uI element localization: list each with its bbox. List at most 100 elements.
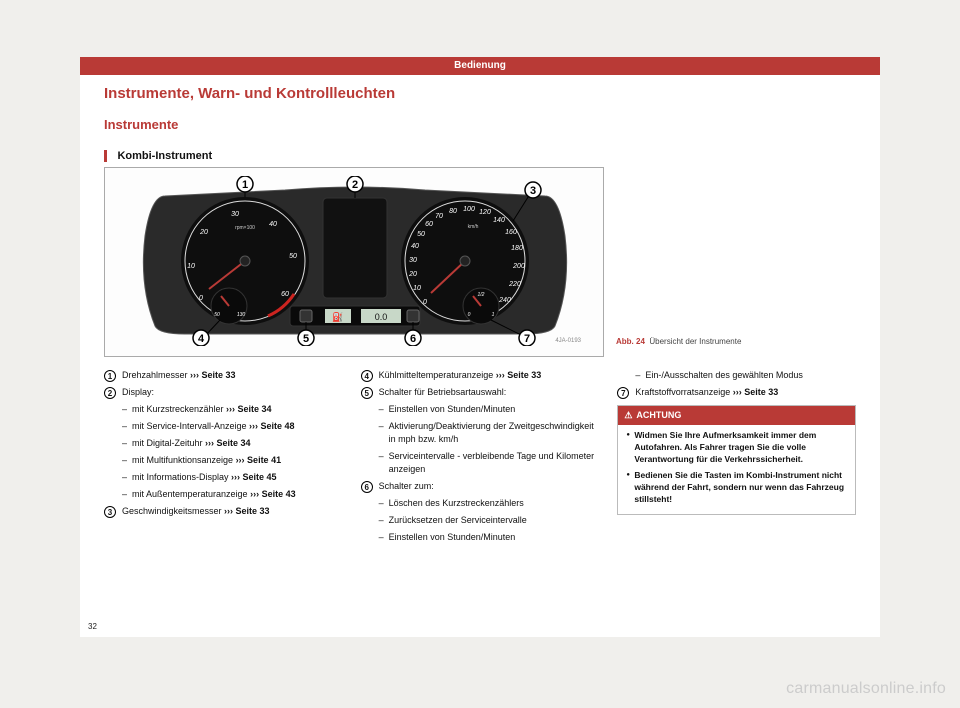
item-text: Zurücksetzen der Serviceintervalle [389, 515, 527, 525]
spd-200: 200 [512, 263, 525, 270]
list-subitem: mit Kurzstreckenzähler ››› Seite 34 [104, 403, 343, 416]
spd-0: 0 [423, 299, 427, 306]
section-header: Bedienung [80, 57, 880, 75]
page-ref: ››› Seite 34 [226, 404, 272, 414]
figure-instrument-cluster: 0 10 20 30 40 50 60 rpm×100 50 130 0 10 … [104, 167, 604, 357]
item-text: mit Informations-Display [132, 472, 231, 482]
item-number: 1 [104, 370, 116, 382]
item-text: Serviceintervalle - verbleibende Tage un… [389, 451, 594, 474]
cluster-svg: 0 10 20 30 40 50 60 rpm×100 50 130 0 10 … [125, 176, 585, 346]
item-text: Kühlmitteltemperaturanzeige [379, 370, 496, 380]
spd-140: 140 [493, 217, 505, 224]
list-item: 4 Kühlmitteltemperaturanzeige ››› Seite 3… [361, 369, 600, 382]
list-item: 3 Geschwindigkeitsmesser ››› Seite 33 [104, 505, 343, 518]
spd-unit: km/h [468, 224, 479, 230]
list-subitem: mit Informations-Display ››› Seite 45 [104, 471, 343, 484]
list-subitem: mit Service-Intervall-Anzeige ››› Seite … [104, 420, 343, 433]
svg-text:5: 5 [303, 333, 309, 345]
tacho-0: 0 [199, 295, 203, 302]
spd-hub [460, 256, 470, 266]
list-item: 1Drehzahlmesser ››› Seite 33 [104, 369, 343, 382]
button-mode [300, 310, 312, 322]
spd-240: 240 [498, 297, 511, 304]
heading-2: Instrumente [104, 117, 178, 132]
list-subitem: mit Digital-Zeituhr ››› Seite 34 [104, 437, 343, 450]
fuel-0: 0 [468, 312, 471, 318]
page-ref: ››› Seite 41 [236, 455, 282, 465]
item-text: Löschen des Kurzstreckenzählers [389, 498, 524, 508]
fuel-half: 1/2 [478, 292, 485, 298]
list-item: 7Kraftstoffvorratsanzeige ››› Seite 33 [617, 386, 856, 399]
tacho-30: 30 [231, 211, 239, 218]
spd-10: 10 [413, 285, 421, 292]
fuel-1: 1 [492, 312, 495, 318]
item-number: 4 [361, 370, 373, 382]
heading-1: Instrumente, Warn- und Kontrollleuchten [104, 85, 395, 102]
item-text: Schalter für Betriebsartauswahl: [379, 387, 507, 397]
tacho-hub [240, 256, 250, 266]
list-subitem: mit Außentemperaturanzeige ››› Seite 43 [104, 488, 343, 501]
page-ref: ››› Seite 43 [250, 489, 296, 499]
spd-120: 120 [479, 209, 491, 216]
item-text: Schalter zum: [379, 481, 434, 491]
item-number: 5 [361, 387, 373, 399]
button-reset [407, 310, 419, 322]
page-ref: ››› Seite 33 [496, 370, 542, 380]
warning-body: Widmen Sie Ihre Aufmerksamkeit immer dem… [618, 425, 855, 514]
warning-para-2: Bedienen Sie die Tasten im Kombi-Instrum… [626, 470, 847, 506]
svg-text:1: 1 [242, 179, 248, 191]
tacho-40: 40 [269, 221, 277, 228]
item-text: mit Digital-Zeituhr [132, 438, 205, 448]
column-3: Ein-/Ausschalten des gewählten Modus 7Kra… [617, 369, 856, 609]
page-ref: ››› Seite 45 [231, 472, 277, 482]
text-columns: 1Drehzahlmesser ››› Seite 332Display:mit… [104, 369, 856, 609]
temp-cold: 50 [214, 312, 220, 318]
list-item: 5 Schalter für Betriebsartauswahl: [361, 386, 600, 399]
item-text: Geschwindigkeitsmesser [122, 506, 224, 516]
item-text: Display: [122, 387, 154, 397]
item-text: mit Kurzstreckenzähler [132, 404, 226, 414]
tacho-unit: rpm×100 [235, 225, 255, 231]
item-number: 7 [617, 387, 629, 399]
column-2: 4 Kühlmitteltemperaturanzeige ››› Seite 3… [361, 369, 600, 609]
item-text: Einstellen von Stunden/Minuten [389, 404, 516, 414]
warning-box: ⚠ ACHTUNG Widmen Sie Ihre Aufmerksamkeit … [617, 405, 856, 515]
item-text: mit Außentemperaturanzeige [132, 489, 250, 499]
tacho-20: 20 [199, 229, 208, 236]
list-subitem: Einstellen von Stunden/Minuten [361, 403, 600, 416]
heading-3: Kombi-Instrument [117, 150, 212, 162]
spd-70: 70 [435, 213, 443, 220]
lcd-right-text: 0.0 [375, 312, 388, 322]
fig-label: Abb. 24 [616, 337, 645, 346]
page-ref: ››› Seite 34 [205, 438, 251, 448]
svg-text:6: 6 [410, 333, 416, 345]
warning-title-text: ACHTUNG [636, 410, 681, 420]
tacho-10: 10 [187, 263, 195, 270]
temp-hot: 130 [237, 312, 246, 318]
page-ref: ››› Seite 33 [733, 387, 779, 397]
spd-160: 160 [505, 229, 517, 236]
page-ref: ››› Seite 33 [224, 506, 270, 516]
tacho-60: 60 [281, 291, 289, 298]
heading-tick [104, 150, 107, 162]
spd-100: 100 [463, 206, 475, 213]
manual-page: Bedienung Instrumente, Warn- und Kontrol… [80, 57, 880, 637]
item-number: 3 [104, 506, 116, 518]
item-text: Einstellen von Stunden/Minuten [389, 532, 516, 542]
warning-icon: ⚠ [624, 409, 632, 422]
list-subitem: Aktivierung/Deaktivierung der Zweitgesch… [361, 420, 600, 446]
figure-caption: Abb. 24 Übersicht der Instrumente [616, 337, 741, 346]
warning-para-1: Widmen Sie Ihre Aufmerksamkeit immer dem… [626, 430, 847, 466]
tacho-50: 50 [289, 253, 297, 260]
list-subitem: Ein-/Ausschalten des gewählten Modus [617, 369, 856, 382]
page-ref: ››› Seite 48 [249, 421, 295, 431]
list-subitem: Einstellen von Stunden/Minuten [361, 531, 600, 544]
item-text: mit Service-Intervall-Anzeige [132, 421, 249, 431]
spd-20: 20 [408, 271, 417, 278]
fig-text: Übersicht der Instrumente [649, 337, 741, 346]
svg-text:3: 3 [530, 185, 536, 197]
warning-title: ⚠ ACHTUNG [618, 406, 855, 425]
item-text: Ein-/Ausschalten des gewählten Modus [645, 370, 803, 380]
spd-30: 30 [409, 257, 417, 264]
watermark: carmanualsonline.info [786, 680, 946, 698]
